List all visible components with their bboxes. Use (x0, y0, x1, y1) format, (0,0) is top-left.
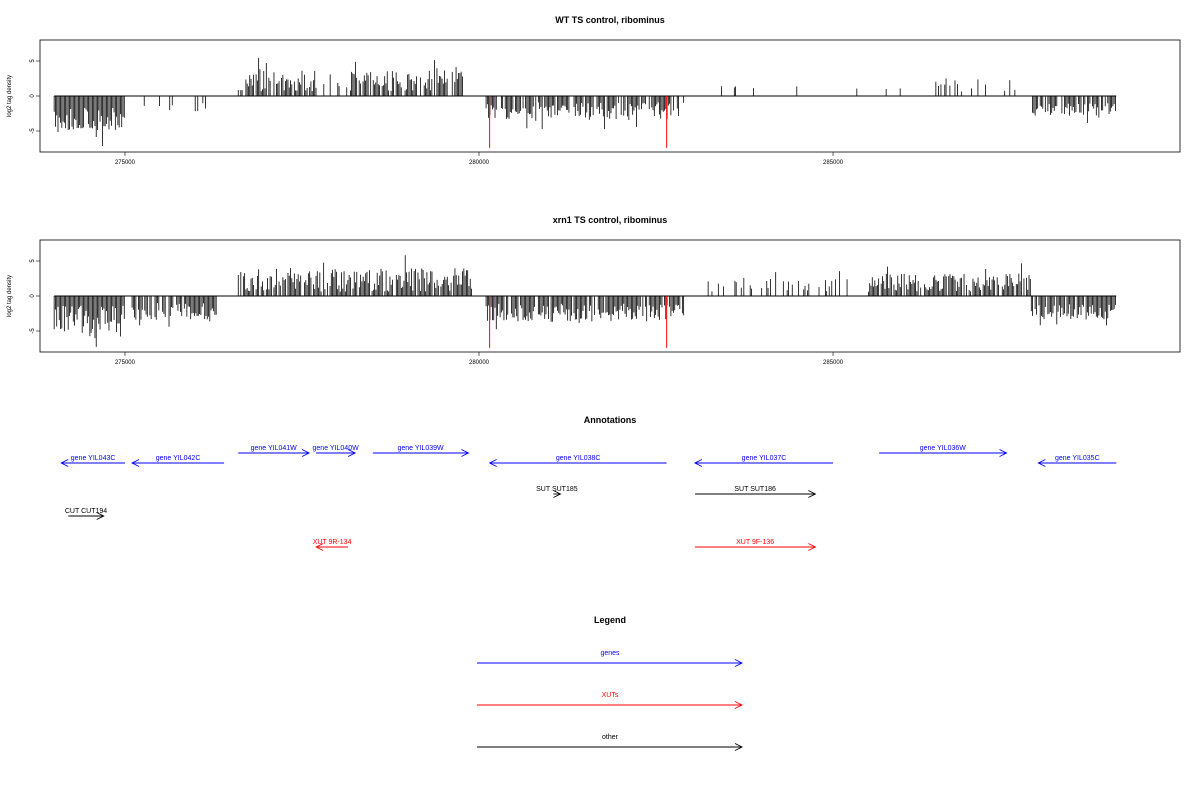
feature-label: CUT CUT194 (65, 508, 107, 515)
arrow-head (96, 512, 105, 520)
arrow-head (999, 449, 1008, 457)
legend-arrow-head (734, 701, 744, 709)
feature-label: SUT SUT185 (536, 486, 578, 493)
panel2-ylabel: log2 tag density (7, 275, 13, 317)
arrow-head (488, 459, 497, 467)
annotation-track: gene YIL043C gene YIL042C gene YIL041W gene… (60, 445, 1117, 551)
arrow-head (301, 449, 311, 457)
y-tick-label: 5 (30, 59, 36, 63)
arrow-head (461, 449, 470, 457)
feature-label: gene YIL037C (742, 455, 787, 462)
feature-label: gene YIL043C (71, 455, 116, 462)
feature-label: XUT 9R-134 (313, 539, 352, 546)
legend-label: XUTs (602, 692, 619, 699)
y-tick-label: -5 (30, 328, 36, 334)
legend-label: other (602, 734, 619, 741)
legend-label: genes (600, 650, 620, 657)
feature-label: gene YIL035C (1055, 455, 1100, 462)
feature-label: gene YIL039W (397, 445, 444, 452)
y-tick-label: -5 (30, 128, 36, 134)
legend-arrow-head (734, 743, 744, 751)
arrow-head (347, 449, 357, 457)
arrow-head (553, 490, 562, 498)
feature-label: SUT SUT186 (734, 486, 776, 493)
panel1-bars (53, 57, 1117, 148)
x-tick-label: 285000 (823, 160, 844, 166)
x-tick-label: 285000 (823, 360, 844, 366)
feature-label: XUT 9F-136 (736, 539, 774, 546)
feature-label: gene YIL036W (920, 445, 967, 452)
panel2-axes: 5 0 -5 275000 280000 285000 (30, 259, 844, 366)
x-tick-label: 275000 (115, 360, 136, 366)
arrow-head (808, 490, 817, 498)
feature-label: gene YIL041W (251, 445, 298, 452)
arrow-head (315, 543, 324, 551)
arrow-head (808, 543, 817, 551)
x-tick-label: 280000 (469, 160, 490, 166)
annotations-title: Annotations (584, 415, 637, 425)
feature-label: gene YIL042C (156, 455, 201, 462)
feature-label: gene YIL040W (313, 445, 360, 452)
panel1-axes: 5 0 -5 275000 280000 285000 (30, 59, 844, 166)
panel2-title: xrn1 TS control, ribominus (553, 215, 668, 225)
arrow-head (60, 459, 69, 467)
y-tick-label: 0 (30, 294, 36, 298)
x-tick-label: 280000 (469, 360, 490, 366)
y-tick-label: 5 (30, 259, 36, 263)
arrow-head (693, 459, 703, 467)
y-tick-label: 0 (30, 94, 36, 98)
legend-title: Legend (594, 615, 626, 625)
panel2-bars (53, 255, 1117, 348)
panel1-ylabel: log2 tag density (7, 75, 13, 117)
legend: genes XUTs other (477, 650, 744, 751)
feature-label: gene YIL038C (556, 455, 601, 462)
panel1-title: WT TS control, ribominus (555, 15, 665, 25)
x-tick-label: 275000 (115, 160, 136, 166)
legend-arrow-head (734, 659, 744, 667)
arrow-head (131, 459, 140, 467)
arrow-head (1037, 459, 1046, 467)
